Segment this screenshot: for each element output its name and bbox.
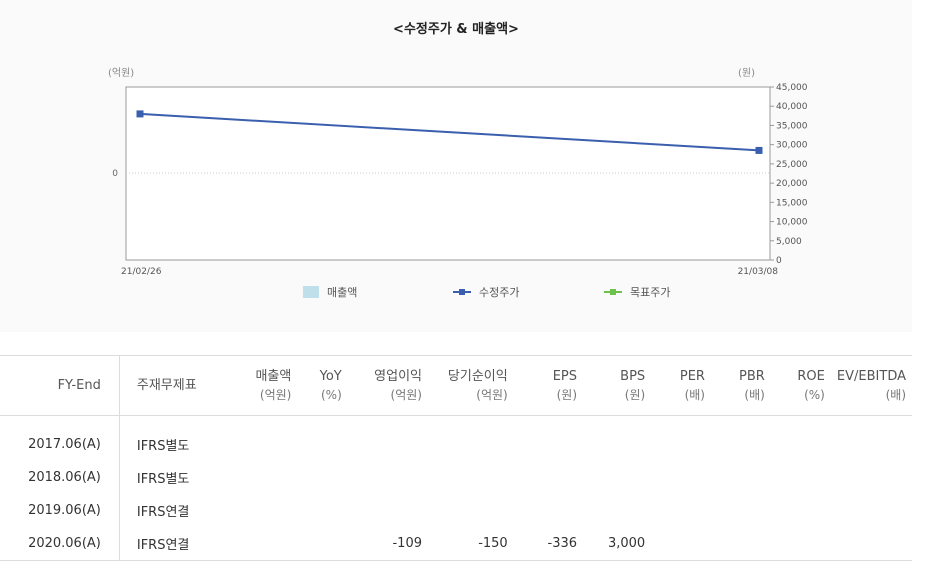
data-point-adjusted-price[interactable] (755, 146, 763, 154)
cell-per (651, 494, 711, 527)
table-row: 2018.06(A) IFRS별도 (0, 461, 912, 494)
cell-sales (227, 416, 297, 462)
cell-statement: IFRS별도 (136, 439, 190, 454)
cell-eps (514, 494, 583, 527)
cell-eps: -336 (547, 536, 578, 551)
left-axis-unit: (억원) (108, 68, 135, 79)
cell-per (651, 527, 711, 561)
table-body: 2017.06(A) IFRS별도 2018.06(A) IFRS별도 2019.06(… (0, 415, 912, 561)
cell-eps (514, 416, 583, 462)
cell-operating-profit (348, 416, 428, 462)
cell-bps (583, 494, 651, 527)
cell-bps: 3,000 (607, 536, 646, 551)
right-axis-unit: (원) (738, 68, 756, 79)
cell-sales (227, 494, 297, 527)
right-tick-label: 35,000 (776, 121, 808, 131)
header-bps: BPS (원) (620, 368, 646, 402)
cell-bps (583, 461, 651, 494)
header-yoy: YoY (%) (319, 368, 342, 402)
right-tick-label: 0 (776, 256, 782, 266)
cell-sales (227, 527, 297, 561)
right-tick-label: 10,000 (776, 218, 808, 228)
cell-fy-end: 2020.06(A) (0, 527, 120, 561)
cell-roe (771, 461, 831, 494)
cell-fy-end: 2018.06(A) (0, 461, 120, 494)
legend-item-sales[interactable]: 매출액 (303, 284, 357, 300)
cell-net-income (428, 494, 514, 527)
cell-ev-ebitda (831, 527, 912, 561)
cell-operating-profit (348, 494, 428, 527)
cell-operating-profit (348, 461, 428, 494)
cell-pbr (711, 494, 771, 527)
legend-swatch-adjusted-price (453, 289, 471, 295)
legend-item-target-price[interactable]: 목표주가 (604, 284, 670, 300)
legend-label-target-price: 목표주가 (630, 286, 671, 299)
cell-net-income (428, 416, 514, 462)
header-ev-ebitda: EV/EBITDA (배) (836, 368, 906, 402)
legend-swatch-sales (303, 286, 319, 298)
cell-ev-ebitda (831, 416, 912, 462)
cell-ev-ebitda (831, 461, 912, 494)
cell-yoy (297, 416, 347, 462)
financial-summary-table: FY-End 주재무제표 매출액 (억원) YoY (%) 영업이익 (억원) 당기순… (0, 355, 912, 561)
right-tick-label: 40,000 (776, 102, 808, 112)
cell-bps (583, 416, 651, 462)
header-roe: ROE (%) (797, 368, 825, 402)
legend-item-adjusted-price[interactable]: 수정주가 (453, 284, 519, 300)
table-header-row: FY-End 주재무제표 매출액 (억원) YoY (%) 영업이익 (억원) 당기순… (0, 355, 912, 416)
legend-swatch-target-price (604, 289, 622, 295)
header-net-income: 당기순이익 (억원) (447, 368, 508, 402)
right-axis-ticks: 45,000 40,000 35,000 30,000 25,000 20,000 15,0… (770, 83, 808, 266)
table-row: 2017.06(A) IFRS별도 (0, 415, 912, 462)
left-tick-label: 0 (112, 169, 118, 179)
cell-net-income (428, 461, 514, 494)
header-operating-profit: 영업이익 (억원) (374, 368, 422, 402)
x-tick-label-end: 21/03/08 (738, 267, 779, 277)
table-row: 2020.06(A) IFRS연결 -109 -150 -336 3,000 (0, 527, 912, 561)
cell-statement: IFRS연결 (136, 538, 190, 553)
cell-eps (514, 461, 583, 494)
chart-plot: 45,000 40,000 35,000 30,000 25,000 20,000 15,0… (112, 83, 808, 277)
cell-pbr (711, 461, 771, 494)
right-tick-label: 20,000 (776, 179, 808, 189)
chart-panel: <수정주가 & 매출액> (억원) (원) 45,000 40,000 35,000… (108, 22, 808, 300)
cell-per (651, 461, 711, 494)
table-row: 2019.06(A) IFRS연결 (0, 494, 912, 527)
chart-title: <수정주가 & 매출액> (393, 22, 519, 37)
cell-yoy (297, 494, 347, 527)
data-point-adjusted-price[interactable] (136, 110, 144, 118)
cell-yoy (297, 461, 347, 494)
header-fy-end: FY-End (0, 355, 120, 416)
cell-fy-end: 2017.06(A) (0, 415, 120, 461)
header-eps: EPS (원) (552, 368, 578, 402)
cell-roe (771, 494, 831, 527)
cell-yoy (297, 527, 347, 561)
cell-statement: IFRS별도 (136, 472, 190, 487)
cell-pbr (711, 527, 771, 561)
header-per: PER (배) (679, 368, 705, 402)
legend-label-sales: 매출액 (327, 286, 358, 299)
cell-fy-end: 2019.06(A) (0, 494, 120, 527)
right-tick-label: 15,000 (776, 198, 808, 208)
cell-ev-ebitda (831, 494, 912, 527)
right-tick-label: 25,000 (776, 160, 808, 170)
cell-net-income: -150 (478, 536, 508, 551)
cell-operating-profit: -109 (392, 536, 422, 551)
right-tick-label: 30,000 (776, 141, 808, 151)
x-tick-label-start: 21/02/26 (121, 267, 162, 277)
header-statement: 주재무제표 (136, 377, 197, 393)
header-pbr: PBR (배) (739, 368, 765, 402)
right-tick-label: 45,000 (776, 83, 808, 93)
legend-label-adjusted-price: 수정주가 (479, 286, 520, 299)
series-layer (136, 110, 763, 154)
header-sales: 매출액 (억원) (255, 368, 292, 402)
cell-pbr (711, 416, 771, 462)
right-tick-label: 5,000 (776, 237, 802, 247)
cell-roe (771, 416, 831, 462)
cell-roe (771, 527, 831, 561)
cell-per (651, 416, 711, 462)
cell-statement: IFRS연결 (136, 505, 190, 520)
cell-sales (227, 461, 297, 494)
series-line-adjusted-price (139, 112, 760, 152)
